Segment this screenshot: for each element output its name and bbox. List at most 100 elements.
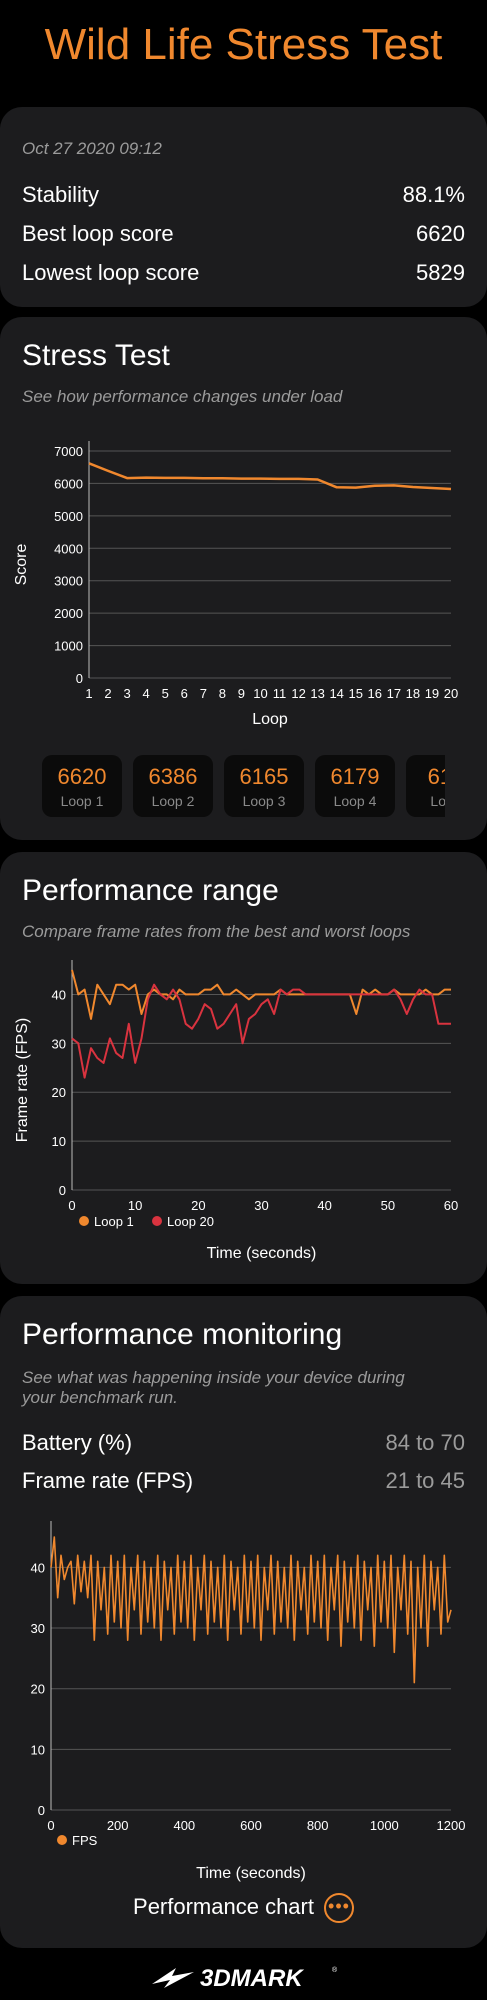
y-tick-label: 30	[31, 1621, 45, 1636]
loop-tile[interactable]: 6620 Loop 1	[42, 755, 122, 817]
legend-label: Loop 20	[167, 1214, 214, 1229]
x-tick-label: 600	[240, 1818, 262, 1833]
loop-score: 617	[427, 764, 445, 789]
x-tick-label: 18	[406, 686, 420, 701]
y-tick-label: 5000	[54, 509, 83, 524]
x-tick-label: 11	[273, 686, 287, 701]
y-tick-label: 20	[31, 1682, 45, 1697]
y-axis-label: Score	[13, 544, 30, 586]
performance-range-title: Performance range	[22, 874, 279, 907]
battery-label: Battery (%)	[22, 1430, 133, 1455]
x-tick-label: 16	[368, 686, 382, 701]
best-loop-label: Best loop score	[22, 221, 174, 246]
y-tick-label: 40	[31, 1560, 45, 1575]
x-tick-label: 17	[387, 686, 401, 701]
performance-range-subtitle: Compare frame rates from the best and wo…	[22, 922, 411, 941]
performance-range-card: Performance range Compare frame rates fr…	[0, 852, 487, 1284]
monitoring-subtitle-line2: your benchmark run.	[22, 1388, 178, 1407]
y-tick-label: 10	[31, 1742, 45, 1757]
loop-scores-strip[interactable]: 6620 Loop 1 6386 Loop 2 6165 Loop 3 6179 Loo…	[42, 755, 445, 817]
x-tick-label: 14	[329, 686, 343, 701]
x-tick-label: 9	[238, 686, 245, 701]
best-loop-row: Best loop score 6620	[22, 221, 465, 247]
loop-label: Loop 2	[151, 793, 195, 809]
legend-marker	[57, 1835, 67, 1845]
x-tick-label: 7	[200, 686, 207, 701]
summary-card: Oct 27 2020 09:12 Stability 88.1% Best l…	[0, 107, 487, 307]
loop-tile[interactable]: 6386 Loop 2	[133, 755, 213, 817]
loop-label: Loop 4	[333, 793, 377, 809]
legend-marker	[79, 1216, 89, 1226]
x-tick-label: 1200	[437, 1818, 466, 1833]
stability-label: Stability	[22, 182, 100, 207]
y-tick-label: 7000	[54, 444, 83, 459]
frame-rate-label: Frame rate (FPS)	[22, 1468, 194, 1493]
stability-row: Stability 88.1%	[22, 182, 465, 208]
performance-monitoring-card: Performance monitoring See what was happ…	[0, 1296, 487, 1948]
y-tick-label: 30	[52, 1036, 66, 1051]
y-tick-label: 40	[52, 987, 66, 1002]
x-tick-label: 0	[68, 1198, 75, 1213]
stress-test-title: Stress Test	[22, 339, 170, 372]
x-tick-label: 13	[310, 686, 324, 701]
loop-score: 6386	[148, 764, 198, 789]
loop-tile[interactable]: 6165 Loop 3	[224, 755, 304, 817]
y-tick-label: 4000	[54, 541, 83, 556]
run-date: Oct 27 2020 09:12	[22, 139, 162, 158]
x-axis-label: Time (seconds)	[196, 1865, 306, 1882]
y-tick-label: 1000	[54, 639, 83, 654]
y-tick-label: 6000	[54, 476, 83, 491]
y-tick-label: 3000	[54, 574, 83, 589]
x-tick-label: 20	[444, 686, 458, 701]
x-tick-label: 1000	[370, 1818, 399, 1833]
x-tick-label: 40	[317, 1198, 331, 1213]
loop-tile[interactable]: 617 Loop	[406, 755, 445, 817]
loop-tile[interactable]: 6179 Loop 4	[315, 755, 395, 817]
loop-score: 6179	[330, 764, 380, 789]
loop-label: Loop 1	[60, 793, 104, 809]
x-tick-label: 30	[254, 1198, 268, 1213]
x-tick-label: 1	[85, 686, 92, 701]
x-tick-label: 10	[253, 686, 267, 701]
series-line	[88, 462, 452, 491]
svg-text:3DMARK: 3DMARK	[200, 1965, 304, 1992]
performance-chart-label: Performance chart	[133, 1893, 314, 1919]
more-icon: •••	[323, 1893, 354, 1923]
x-tick-label: 10	[128, 1198, 142, 1213]
x-tick-label: 200	[107, 1818, 129, 1833]
y-tick-label: 20	[52, 1085, 66, 1100]
battery-row: Battery (%) 84 to 70	[22, 1430, 465, 1456]
y-tick-label: 0	[38, 1803, 45, 1818]
loop-score: 6165	[239, 764, 289, 789]
x-tick-label: 2	[104, 686, 111, 701]
x-tick-label: 20	[191, 1198, 205, 1213]
stability-value: 88.1%	[402, 182, 465, 207]
x-tick-label: 12	[291, 686, 305, 701]
x-tick-label: 0	[47, 1818, 54, 1833]
x-tick-label: 8	[219, 686, 226, 701]
y-axis-label: Frame rate (FPS)	[14, 1018, 31, 1142]
performance-chart-button[interactable]: Performance chart •••	[0, 1893, 487, 1923]
lowest-loop-row: Lowest loop score 5829	[22, 260, 465, 286]
y-tick-label: 0	[59, 1183, 66, 1198]
loop-label: Loop	[430, 793, 445, 809]
monitoring-subtitle-line1: See what was happening inside your devic…	[22, 1368, 405, 1387]
x-tick-label: 6	[181, 686, 188, 701]
page-title: Wild Life Stress Test	[44, 20, 443, 69]
frame-rate-value: 21 to 45	[385, 1468, 465, 1493]
legend-label: Loop 1	[94, 1214, 134, 1229]
series-line	[71, 983, 451, 1079]
series-line	[50, 1536, 452, 1684]
x-tick-label: 60	[444, 1198, 458, 1213]
x-tick-label: 400	[173, 1818, 195, 1833]
y-tick-label: 2000	[54, 606, 83, 621]
x-axis-label: Time (seconds)	[207, 1245, 317, 1262]
legend-label: FPS	[72, 1833, 98, 1848]
x-tick-label: 5	[162, 686, 169, 701]
loop-label: Loop 3	[242, 793, 286, 809]
x-axis-label: Loop	[252, 711, 288, 728]
x-tick-label: 800	[307, 1818, 329, 1833]
